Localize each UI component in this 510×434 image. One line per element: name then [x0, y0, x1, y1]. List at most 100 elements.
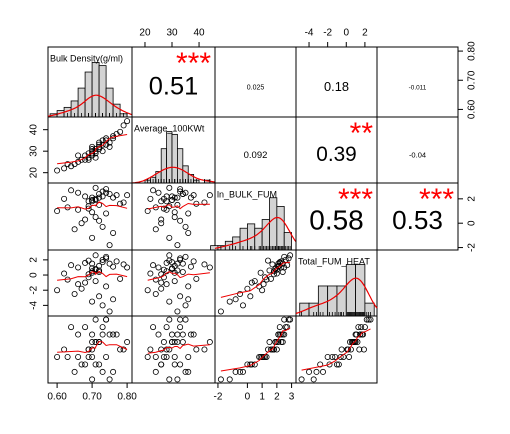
scatter-point	[182, 302, 189, 309]
scatter-point	[263, 353, 270, 360]
scatter-point	[185, 283, 192, 290]
scatter-point	[89, 298, 96, 305]
scatter-point	[152, 353, 159, 360]
scatter-point	[155, 331, 162, 338]
scatter-point	[117, 275, 124, 282]
scatter-point	[171, 269, 178, 276]
scatter-point	[177, 361, 184, 368]
scatter-point	[226, 376, 233, 383]
scatter-point	[287, 316, 294, 323]
scatter-point	[185, 368, 192, 375]
scatter-point	[103, 210, 110, 217]
y-tick-label: 2	[467, 196, 478, 202]
scatter-point	[152, 290, 159, 297]
scatter-point	[99, 148, 106, 155]
histogram-bar	[166, 131, 173, 184]
scatter-point	[174, 201, 181, 208]
scatter-point	[358, 324, 365, 331]
scatter-point	[163, 353, 170, 360]
histogram-bar	[91, 62, 100, 118]
scatter-point	[89, 194, 96, 201]
scatter-point	[68, 324, 75, 331]
panel-frame	[214, 315, 297, 384]
scatter-point	[281, 253, 288, 260]
panel-frame	[131, 315, 216, 384]
scatter-point	[267, 275, 274, 282]
scatter-point	[110, 263, 117, 270]
scatter-point	[106, 242, 113, 249]
panel-frame	[376, 46, 459, 118]
scatter-point	[237, 368, 244, 375]
scatter-point	[169, 197, 176, 204]
scatter-point	[110, 331, 117, 338]
correlation-value: 0.092	[244, 150, 268, 161]
scatter-point	[257, 269, 264, 276]
scatter-point	[239, 302, 246, 309]
scatter-point	[64, 161, 71, 168]
scatter-point	[75, 353, 82, 360]
scatter-point	[147, 195, 154, 202]
scatter-point	[319, 368, 326, 375]
density-curve	[47, 94, 133, 117]
scatter-point	[64, 353, 71, 360]
scatter-point	[206, 192, 213, 199]
smooth-line	[57, 134, 128, 165]
histogram-bar	[355, 264, 366, 317]
scatter-point	[201, 346, 208, 353]
scatter-point	[174, 376, 181, 383]
scatter-point	[61, 165, 68, 172]
scatter-point	[169, 331, 176, 338]
scatter-point	[237, 290, 244, 297]
histogram-bar	[98, 65, 107, 118]
scatter-point	[89, 209, 96, 216]
scatter-point	[110, 368, 117, 375]
scatter-point	[275, 260, 282, 267]
scatter-point	[144, 353, 151, 360]
scatter-point	[174, 308, 181, 315]
scatter-point	[61, 270, 68, 277]
scatter-point	[185, 210, 192, 217]
scatter-point	[333, 361, 340, 368]
scatter-point	[106, 190, 113, 197]
scatter-point	[92, 214, 99, 221]
histogram-bar	[276, 206, 285, 251]
correlation-value: 0.53	[392, 205, 443, 235]
scatter-point	[324, 353, 331, 360]
y-tick-label: -2	[29, 285, 40, 294]
scatter-point	[363, 316, 370, 323]
scatter-point	[160, 205, 167, 212]
correlation-value: 0.18	[324, 79, 349, 94]
scatter-point	[103, 137, 110, 144]
x-tick-label: 0	[245, 392, 251, 403]
scatter-point	[92, 361, 99, 368]
y-tick-label: -2	[467, 243, 478, 252]
y-tick-label: 30	[29, 145, 40, 157]
scatter-point	[92, 252, 99, 259]
x-tick-label: 2	[362, 28, 368, 39]
scatter-point	[169, 265, 176, 272]
scatter-point	[99, 193, 106, 200]
scatter-point	[166, 346, 173, 353]
scatter-point	[124, 264, 131, 271]
x-tick-label: 40	[193, 28, 205, 39]
scatter-point	[103, 255, 110, 262]
x-tick-label: 0.80	[117, 392, 137, 403]
scatter-point	[185, 296, 192, 303]
scatter-point	[150, 324, 157, 331]
scatter-point	[163, 324, 170, 331]
scatter-point	[278, 339, 285, 346]
scatter-point	[71, 368, 78, 375]
x-tick-label: 2	[274, 392, 280, 403]
scatter-point	[193, 275, 200, 282]
scatter-point	[82, 361, 89, 368]
scatter-point	[160, 266, 167, 273]
scatter-point	[166, 252, 173, 259]
histogram-bar	[239, 227, 248, 251]
scatter-point	[352, 339, 359, 346]
scatter-point	[179, 260, 186, 267]
scatter-point	[120, 199, 127, 206]
scatter-point	[193, 346, 200, 353]
scatter-point	[144, 208, 151, 215]
scatter-point	[152, 226, 159, 233]
